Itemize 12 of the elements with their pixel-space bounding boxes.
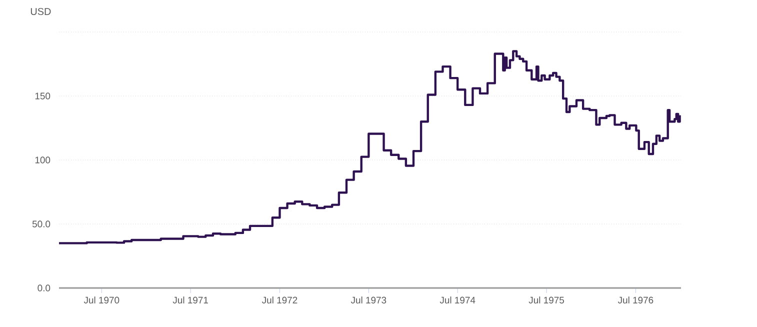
x-tick-label: Jul 1972 — [262, 296, 298, 304]
y-tick-label: 150 — [35, 92, 50, 100]
x-tick-label: Jul 1970 — [84, 296, 120, 304]
x-tick-label: Jul 1973 — [350, 296, 386, 304]
x-tick-label: Jul 1976 — [618, 296, 654, 304]
y-tick-label: 0.0 — [38, 284, 50, 292]
x-tick-label: Jul 1971 — [172, 296, 208, 304]
y-axis-title: USD — [30, 8, 51, 16]
y-tick-label: 100 — [35, 156, 50, 164]
x-tick-label: Jul 1975 — [528, 296, 564, 304]
x-tick-label: Jul 1974 — [440, 296, 476, 304]
y-tick-label: 50.0 — [32, 220, 50, 228]
